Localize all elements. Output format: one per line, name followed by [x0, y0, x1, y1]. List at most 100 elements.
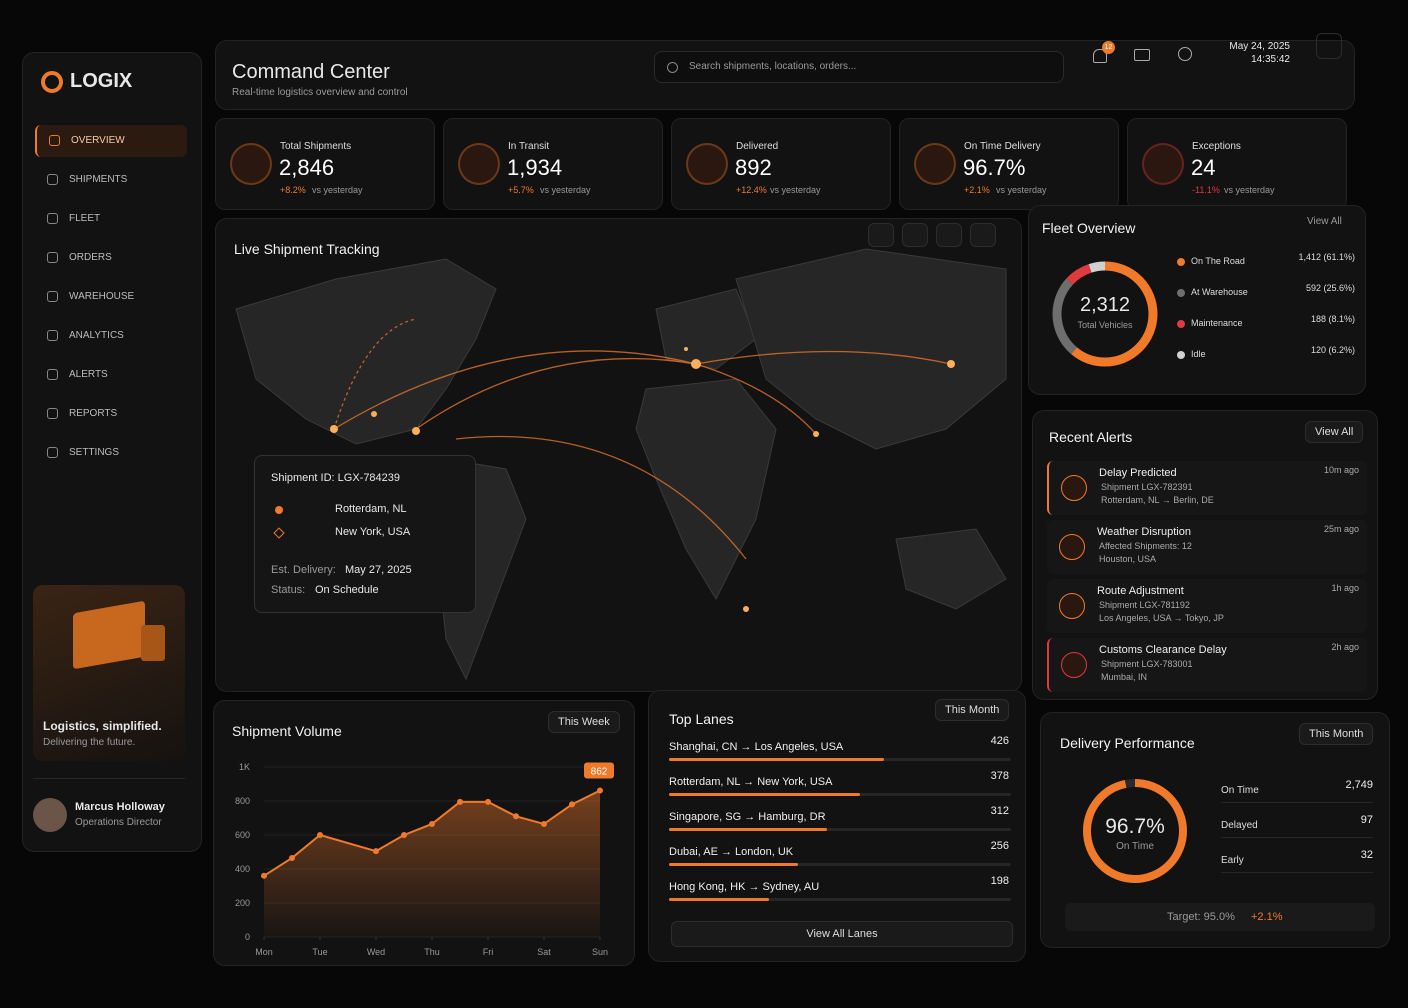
legend-value: 592 (25.6%)	[1305, 283, 1355, 293]
nav-item[interactable]: SETTINGS	[35, 437, 187, 469]
volume-point	[597, 787, 603, 794]
alerts-panel: Recent Alerts View All Delay Predicted Sh…	[1032, 410, 1378, 700]
kpi-card: Total Shipments 2,846 +8.2% vs yesterday	[215, 118, 435, 210]
delivery-panel: Delivery Performance This Month 96.7% On…	[1040, 712, 1390, 948]
delivery-filter[interactable]: This Month	[1299, 723, 1374, 745]
delivery-ring	[1083, 779, 1187, 883]
alert-icon	[1061, 652, 1087, 678]
nav-item[interactable]: FLEET	[35, 203, 187, 235]
kpi-label: In Transit	[508, 141, 550, 152]
x-tick-label: Wed	[367, 947, 385, 957]
y-tick-label: 600	[235, 830, 250, 840]
sidebar: LOGIX OVERVIEW SHIPMENTS FLEET ORDERS WAREHO…	[22, 52, 202, 852]
nav-item[interactable]: ANALYTICS	[35, 320, 187, 352]
kpi-card: In Transit 1,934 +5.7% vs yesterday	[443, 118, 663, 210]
lanes-button[interactable]: View All Lanes	[671, 921, 1013, 947]
delivery-rate: 96.7%	[1105, 815, 1165, 838]
fleet-link[interactable]: View All	[1307, 216, 1342, 227]
legend-name: Idle	[1191, 349, 1206, 359]
alert-item[interactable]: Delay Predicted Shipment LGX-782391 Rotter…	[1047, 461, 1367, 515]
fullscreen-button[interactable]	[970, 223, 996, 247]
nav-item[interactable]: REPORTS	[35, 398, 187, 430]
search-box[interactable]: Search shipments, locations, orders...	[654, 51, 1064, 83]
volume-line	[263, 789, 601, 877]
alert-icon	[1059, 593, 1085, 619]
kpi-note: vs yesterday	[996, 185, 1047, 195]
legend-dot	[1177, 289, 1185, 297]
kpi-icon	[1142, 143, 1184, 185]
mail-icon[interactable]	[1134, 49, 1150, 61]
zoom-button[interactable]	[868, 223, 894, 247]
alert-line1: Shipment LGX-781192	[1099, 600, 1190, 610]
alert-item[interactable]: Route Adjustment Shipment LGX-781192 Los A…	[1047, 579, 1367, 633]
alert-title: Delay Predicted	[1099, 467, 1177, 479]
kpi-label: Exceptions	[1192, 141, 1241, 152]
nav-item[interactable]: WAREHOUSE	[35, 281, 187, 313]
lane-value: 426	[990, 735, 1009, 747]
legend-name: On The Road	[1191, 256, 1245, 266]
route	[695, 363, 817, 435]
alert-time: 2h ago	[1331, 642, 1359, 652]
donut-segment	[1052, 261, 1158, 367]
nav-icon	[47, 330, 58, 341]
kpi-note: vs yesterday	[1224, 185, 1275, 195]
lanes-filter[interactable]: This Month	[935, 699, 1010, 721]
fleet-title: Fleet Overview	[1042, 220, 1136, 236]
value-label: 862	[591, 766, 608, 777]
kpi-change: +2.1%	[964, 185, 990, 195]
nav-label: ALERTS	[69, 369, 108, 380]
alerts-link[interactable]: View All	[1305, 421, 1364, 443]
kpi-label: Delivered	[736, 141, 779, 152]
expand-button[interactable]	[1316, 33, 1342, 59]
lane-value: 256	[990, 840, 1009, 852]
y-tick-label: 0	[245, 932, 250, 942]
alert-icon	[1061, 475, 1087, 501]
row-line	[1221, 802, 1373, 803]
avatar[interactable]	[33, 798, 67, 832]
volume-point	[541, 820, 547, 827]
tooltip-id: Shipment ID: LGX-784239	[271, 472, 401, 484]
nav-label: FLEET	[69, 213, 101, 224]
alert-item[interactable]: Weather Disruption Affected Shipments: 12…	[1047, 520, 1367, 574]
filter-button[interactable]	[936, 223, 962, 247]
lane-name: Dubai, AE → London, UK	[669, 846, 794, 858]
volume-point	[513, 813, 519, 820]
settings-icon[interactable]	[1178, 47, 1192, 61]
nav-label: REPORTS	[69, 408, 118, 419]
nav-item[interactable]: SHIPMENTS	[35, 164, 187, 196]
legend-dot	[1177, 320, 1185, 328]
nav-icon	[47, 408, 58, 419]
hub	[684, 347, 688, 351]
layers-button[interactable]	[902, 223, 928, 247]
date: May 24, 2025	[1229, 41, 1290, 52]
nav-item[interactable]: ALERTS	[35, 359, 187, 391]
divider	[33, 778, 185, 779]
nav-icon	[47, 447, 58, 458]
lane-name: Shanghai, CN → Los Angeles, USA	[669, 741, 844, 753]
kpi-value: 892	[735, 155, 772, 180]
lanes-panel: Top Lanes This Month Shanghai, CN → Los …	[648, 690, 1026, 962]
volume-point	[569, 801, 575, 808]
shipment-tooltip: Shipment ID: LGX-784239 Rotterdam, NL Ne…	[254, 455, 476, 613]
kpi-value: 96.7%	[963, 155, 1026, 180]
volume-filter[interactable]: This Week	[548, 711, 620, 733]
status-label: Status:	[271, 584, 306, 596]
legend-name: Maintenance	[1191, 318, 1243, 328]
nav-item[interactable]: OVERVIEW	[35, 125, 187, 157]
bell-icon[interactable]	[1093, 49, 1107, 63]
lane-value: 312	[990, 805, 1009, 817]
target-bar: Target: 95.0% +2.1%	[1065, 903, 1375, 931]
kpi-note: vs yesterday	[540, 185, 591, 195]
alert-title: Weather Disruption	[1097, 526, 1191, 538]
alert-item[interactable]: Customs Clearance Delay Shipment LGX-7830…	[1047, 638, 1367, 692]
row-name: On Time	[1221, 785, 1259, 796]
ring-arc	[1083, 779, 1187, 883]
kpi-card: Delivered 892 +12.4% vs yesterday	[671, 118, 891, 210]
volume-point	[289, 854, 295, 861]
status: On Schedule	[315, 584, 379, 596]
europe	[655, 288, 757, 370]
nav-item[interactable]: ORDERS	[35, 242, 187, 274]
kpi-value: 1,934	[507, 155, 563, 180]
